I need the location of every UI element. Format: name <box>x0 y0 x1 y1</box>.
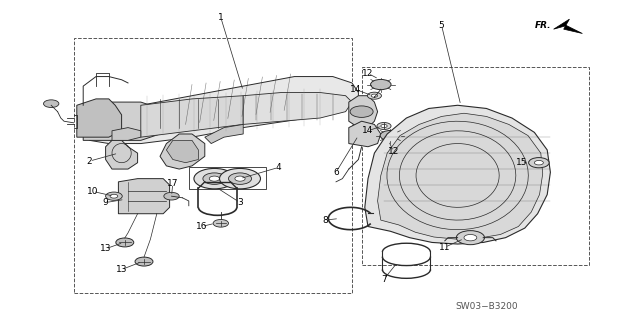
Text: 2: 2 <box>87 157 92 166</box>
Circle shape <box>220 168 260 189</box>
Circle shape <box>456 231 484 245</box>
Circle shape <box>367 92 381 99</box>
Text: 14: 14 <box>362 126 374 135</box>
Text: 8: 8 <box>323 216 328 225</box>
Circle shape <box>213 219 228 227</box>
Text: 5: 5 <box>439 21 444 30</box>
Polygon shape <box>554 19 582 33</box>
Circle shape <box>44 100 59 108</box>
Circle shape <box>380 130 401 141</box>
Bar <box>362 67 589 265</box>
Circle shape <box>135 257 153 266</box>
Polygon shape <box>243 93 352 124</box>
Text: 11: 11 <box>439 243 451 252</box>
Polygon shape <box>166 140 198 163</box>
Circle shape <box>464 234 477 241</box>
Text: 6: 6 <box>333 168 339 177</box>
Bar <box>74 38 352 293</box>
Polygon shape <box>83 102 160 140</box>
Circle shape <box>371 94 378 97</box>
Circle shape <box>529 158 549 168</box>
Text: 16: 16 <box>196 222 207 231</box>
Text: 7: 7 <box>381 275 387 284</box>
Bar <box>189 167 266 189</box>
Polygon shape <box>106 140 138 169</box>
Circle shape <box>203 173 226 184</box>
Circle shape <box>194 168 235 189</box>
Text: 3: 3 <box>237 198 243 207</box>
Circle shape <box>371 79 391 90</box>
Circle shape <box>106 192 122 200</box>
Text: 9: 9 <box>103 198 108 207</box>
Text: 13: 13 <box>116 265 127 274</box>
Text: 12: 12 <box>362 69 374 78</box>
Text: 4: 4 <box>276 163 281 172</box>
Circle shape <box>235 176 245 181</box>
Text: 12: 12 <box>388 147 399 156</box>
Circle shape <box>228 173 252 184</box>
Circle shape <box>350 106 373 117</box>
Circle shape <box>116 238 134 247</box>
Polygon shape <box>160 134 205 169</box>
Circle shape <box>164 192 179 200</box>
Text: 13: 13 <box>100 244 111 253</box>
Polygon shape <box>378 113 543 239</box>
Polygon shape <box>118 179 170 214</box>
Text: 10: 10 <box>87 187 99 196</box>
Circle shape <box>377 122 391 130</box>
Polygon shape <box>349 121 381 147</box>
Circle shape <box>534 160 543 165</box>
Polygon shape <box>141 96 243 137</box>
Polygon shape <box>205 124 243 144</box>
Polygon shape <box>365 105 550 244</box>
Text: 14: 14 <box>349 85 361 94</box>
Text: 1: 1 <box>218 13 223 22</box>
Circle shape <box>209 176 220 181</box>
Circle shape <box>110 194 118 198</box>
Text: SW03−B3200: SW03−B3200 <box>455 302 518 311</box>
Circle shape <box>381 124 387 128</box>
Polygon shape <box>112 128 141 140</box>
Polygon shape <box>349 96 378 128</box>
Polygon shape <box>83 77 358 144</box>
Text: 15: 15 <box>516 158 527 167</box>
Polygon shape <box>77 99 122 137</box>
Text: 17: 17 <box>167 179 179 188</box>
Text: FR.: FR. <box>534 21 551 30</box>
